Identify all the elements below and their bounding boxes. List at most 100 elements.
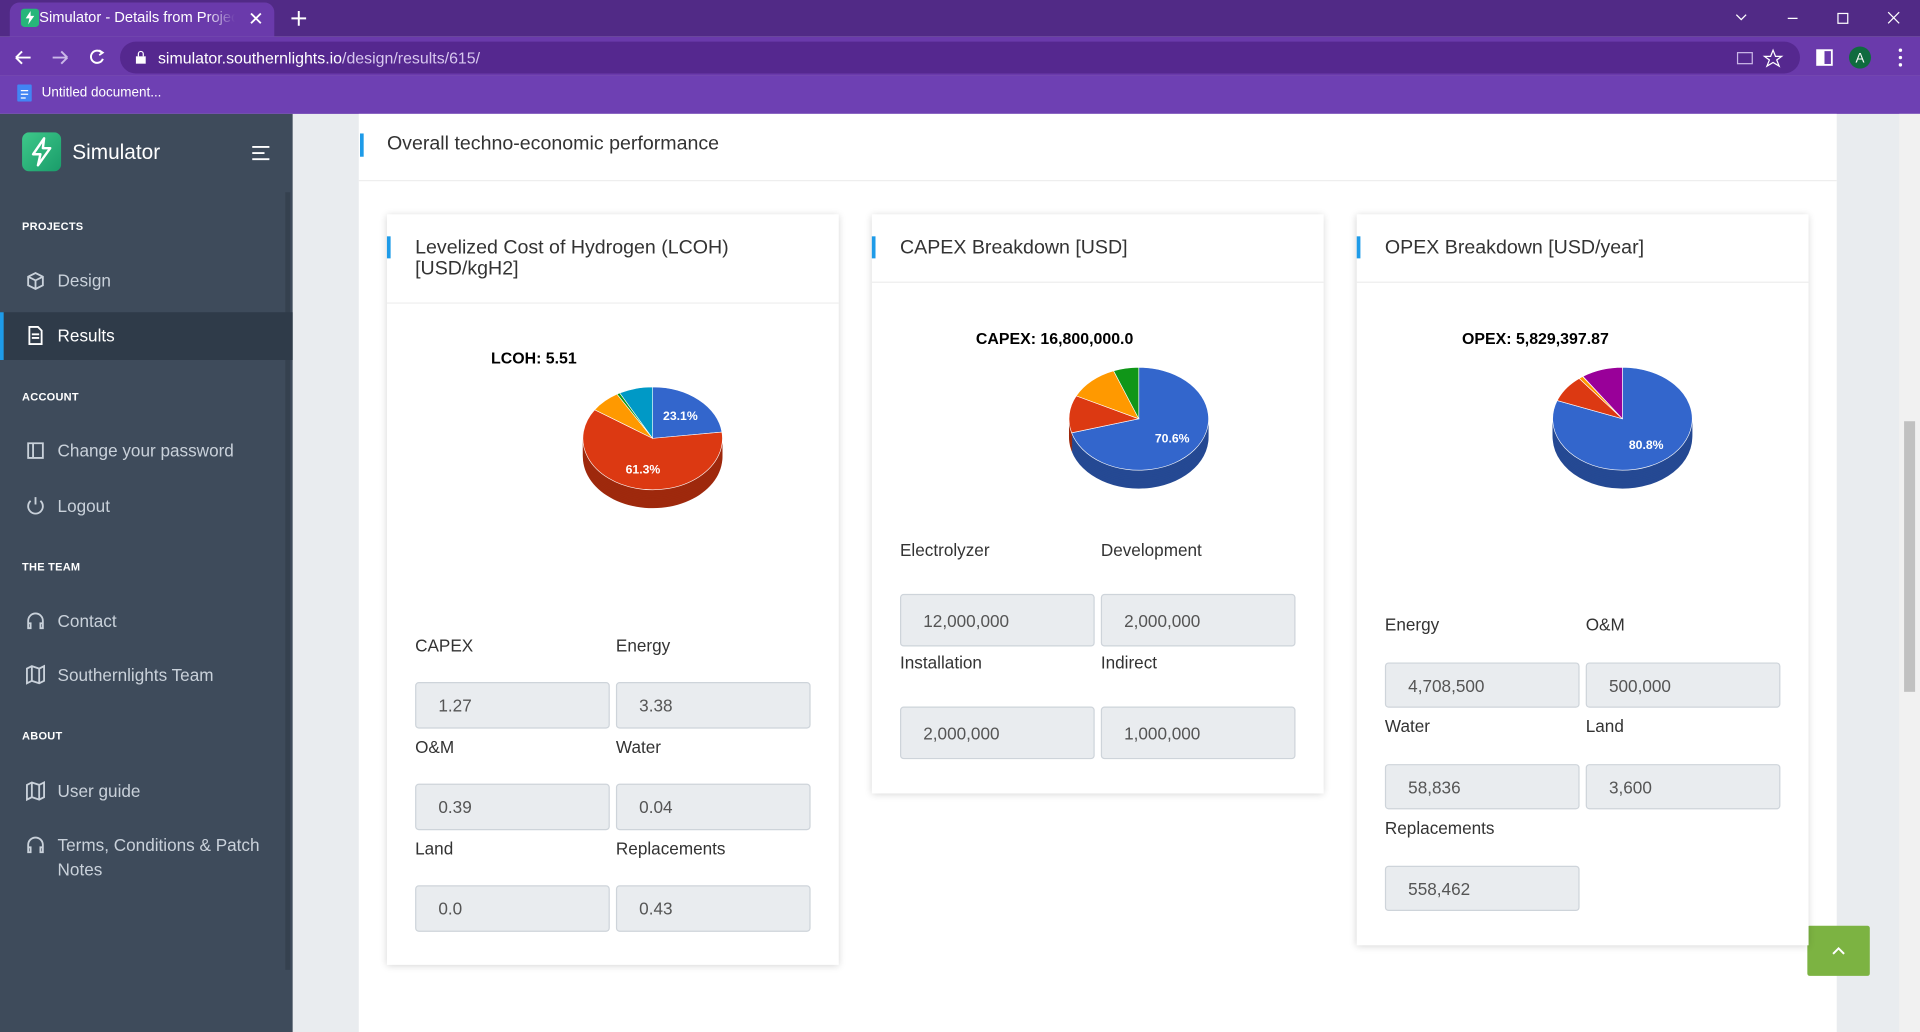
window-controls[interactable] [1729, 7, 1913, 29]
chevron-up [1832, 946, 1845, 955]
page-scrollbar [1899, 113, 1920, 1032]
field-label: Land [1585, 716, 1624, 736]
nav-item[interactable]: Southernlights Team [57, 664, 214, 685]
result-card: CAPEX Breakdown [USD] CAPEX: 16,800,000.0… [871, 214, 1324, 794]
bookmark-bar [0, 75, 1920, 114]
icon-shape [27, 836, 44, 854]
nav-icon [26, 780, 46, 802]
field-label: Electrolyzer [900, 540, 990, 560]
result-card: OPEX Breakdown [USD/year] OPEX: 5,829,397… [1356, 214, 1809, 946]
field-input[interactable]: 2,000,000 [900, 706, 1095, 760]
doc-icon [17, 84, 32, 102]
icon-shape [26, 780, 46, 802]
sidebar-scrollbar [285, 192, 291, 970]
scroll-top-button[interactable] [1807, 925, 1870, 976]
slice-label: 23.1% [663, 409, 698, 423]
brand-name: Simulator [72, 140, 161, 165]
lock-icon [135, 50, 146, 64]
card-title: Levelized Cost of Hydrogen (LCOH) [USD/k… [415, 237, 729, 280]
field-input[interactable]: 58,836 [1384, 764, 1580, 810]
card-divider [1356, 281, 1809, 283]
menu-toggle[interactable] [251, 144, 271, 161]
field-input[interactable]: 500,000 [1585, 662, 1781, 708]
icon-shape [28, 326, 43, 346]
field-input[interactable]: 12,000,000 [900, 593, 1095, 647]
pie-slice [1113, 367, 1140, 419]
chart-title: CAPEX: 16,800,000.0 [976, 331, 1134, 348]
field-label: Replacements [1384, 817, 1495, 838]
sidebar-heading: ACCOUNT [22, 390, 79, 403]
chart-title: LCOH: 5.51 [491, 351, 577, 368]
field-input[interactable]: 3,600 [1585, 764, 1781, 810]
pie-slice [1071, 367, 1209, 471]
nav-buttons[interactable] [12, 47, 110, 69]
nav-item[interactable]: Terms, Conditions & Patch Notes [57, 835, 260, 880]
url: simulator.southernlights.io/design/resul… [158, 49, 480, 67]
icon-shape [27, 612, 44, 630]
field-label: Replacements [615, 838, 726, 859]
url-field[interactable] [120, 41, 1801, 74]
field-input[interactable]: 558,462 [1384, 865, 1580, 912]
field-label: Water [615, 737, 662, 757]
nav-icon [27, 497, 44, 515]
section-divider [358, 180, 1837, 182]
field-label: O&M [415, 737, 455, 757]
field-input[interactable]: 1,000,000 [1100, 706, 1296, 760]
card-accent [1356, 236, 1361, 259]
nav-icon [26, 664, 46, 685]
icon-shape [26, 664, 46, 685]
card-accent [386, 236, 391, 259]
nav-item[interactable]: Design [57, 270, 111, 291]
pie-chart: LCOH: 5.51 23.1% 61.3% [491, 351, 723, 509]
field-input[interactable]: 2,000,000 [1100, 593, 1296, 647]
icon-shape [27, 272, 44, 291]
nav-item[interactable]: Results [57, 325, 115, 346]
icon-shape [27, 497, 44, 515]
nav-icon [27, 272, 44, 291]
tab-favicon [20, 8, 40, 27]
field-label: Land [415, 838, 454, 859]
section-title: Overall techno-economic performance [386, 133, 720, 155]
section-accent [360, 133, 364, 157]
toolbar-icons[interactable]: A [1736, 46, 1914, 69]
field-label: Energy [615, 635, 671, 656]
card-title: OPEX Breakdown [USD/year] [1384, 237, 1645, 259]
nav-item[interactable]: Contact [57, 611, 117, 631]
tab-title: Simulator - Details from Project ( [39, 8, 236, 26]
nav-item[interactable]: Change your password [57, 440, 234, 461]
bookmark[interactable]: Untitled document... [41, 85, 162, 101]
field-input[interactable]: 4,708,500 [1384, 662, 1580, 708]
result-card: Levelized Cost of Hydrogen (LCOH) [USD/k… [386, 214, 839, 965]
slice-label: 70.6% [1155, 431, 1190, 445]
pie-slice [652, 386, 723, 439]
slice-label: 61.3% [626, 462, 661, 476]
url-path: /design/results/615/ [342, 48, 481, 68]
tab-close[interactable] [249, 11, 264, 26]
sidebar-heading: ABOUT [22, 729, 63, 743]
nav-icon [27, 836, 44, 854]
url-host: simulator.southernlights.io [157, 48, 343, 68]
sidebar [0, 113, 293, 1032]
card-title: CAPEX Breakdown [USD] [900, 237, 1128, 259]
active-item-bg [0, 312, 293, 361]
field-input[interactable]: 0.04 [615, 783, 811, 831]
field-input[interactable]: 0.0 [415, 885, 610, 932]
slice-label: 80.8% [1629, 438, 1664, 452]
field-input[interactable]: 0.39 [415, 783, 610, 831]
scroll-thumb[interactable] [1904, 421, 1916, 692]
field-label: Development [1100, 540, 1202, 560]
pie-slice [1582, 367, 1623, 420]
nav-item[interactable]: User guide [57, 781, 141, 801]
field-input[interactable]: 1.27 [415, 682, 610, 729]
card-divider [871, 281, 1324, 283]
field-input[interactable]: 3.38 [615, 682, 811, 729]
chart-title: OPEX: 5,829,397.87 [1462, 331, 1609, 348]
field-input[interactable]: 0.43 [615, 885, 811, 932]
nav-icon [28, 326, 43, 346]
new-tab[interactable] [290, 10, 307, 27]
brand-logo [22, 132, 62, 172]
nav-item[interactable]: Logout [57, 495, 110, 516]
pie-chart: CAPEX: 16,800,000.0 70.6% [976, 331, 1209, 489]
browser-tab[interactable] [9, 2, 275, 37]
